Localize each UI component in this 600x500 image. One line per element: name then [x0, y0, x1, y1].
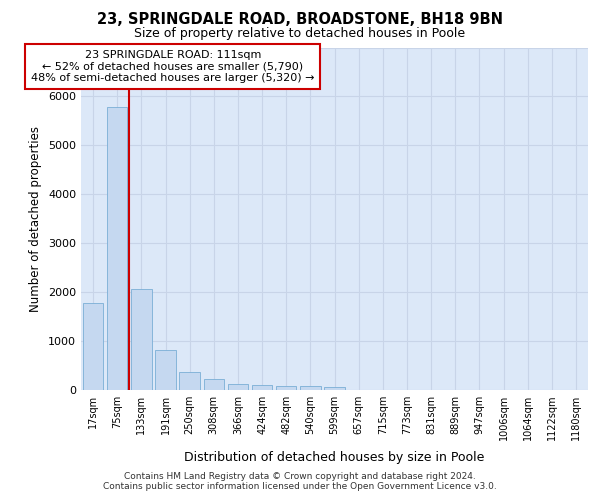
Bar: [300, 386, 320, 390]
Bar: [276, 386, 296, 390]
Bar: [252, 385, 272, 390]
Bar: [179, 372, 200, 390]
Bar: [131, 289, 152, 390]
Y-axis label: Number of detached properties: Number of detached properties: [29, 126, 43, 312]
Text: 23, SPRINGDALE ROAD, BROADSTONE, BH18 9BN: 23, SPRINGDALE ROAD, BROADSTONE, BH18 9B…: [97, 12, 503, 28]
Bar: [107, 106, 127, 390]
Bar: [155, 350, 176, 390]
Text: Contains public sector information licensed under the Open Government Licence v3: Contains public sector information licen…: [103, 482, 497, 491]
Bar: [83, 303, 103, 390]
Text: Contains HM Land Registry data © Crown copyright and database right 2024.: Contains HM Land Registry data © Crown c…: [124, 472, 476, 481]
X-axis label: Distribution of detached houses by size in Poole: Distribution of detached houses by size …: [184, 452, 485, 464]
Text: Size of property relative to detached houses in Poole: Size of property relative to detached ho…: [134, 28, 466, 40]
Bar: [324, 386, 345, 390]
Text: 23 SPRINGDALE ROAD: 111sqm
← 52% of detached houses are smaller (5,790)
48% of s: 23 SPRINGDALE ROAD: 111sqm ← 52% of deta…: [31, 50, 314, 83]
Bar: [227, 384, 248, 390]
Bar: [203, 379, 224, 390]
